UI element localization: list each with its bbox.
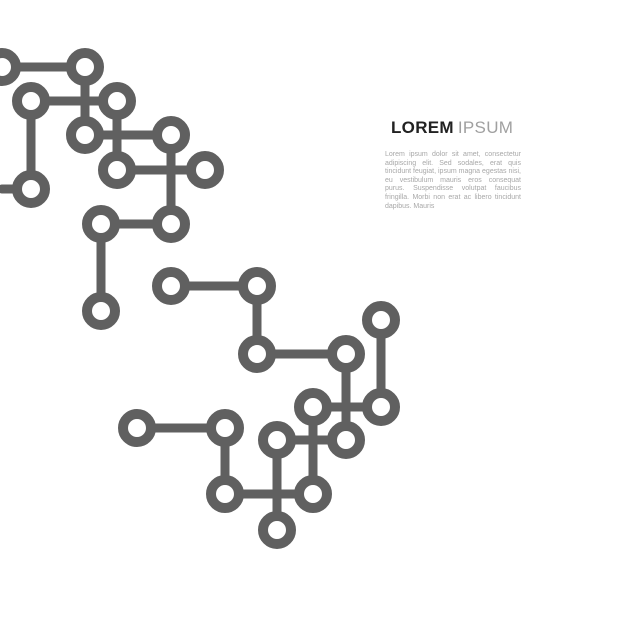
circuit-node xyxy=(362,388,400,426)
circuit-node xyxy=(0,48,21,86)
circuit-node xyxy=(362,301,400,339)
circuit-node xyxy=(98,82,136,120)
circuit-node xyxy=(152,267,190,305)
circuit-node xyxy=(12,170,50,208)
circuit-node xyxy=(294,475,332,513)
circuit-node xyxy=(82,292,120,330)
circuit-node xyxy=(118,409,156,447)
heading-word-light: IPSUM xyxy=(457,118,514,137)
circuit-node xyxy=(152,205,190,243)
circuit-node xyxy=(98,151,136,189)
circuit-node xyxy=(66,116,104,154)
circuit-node xyxy=(238,267,276,305)
circuit-node xyxy=(294,388,332,426)
circuit-nodes xyxy=(0,48,400,549)
circuit-node xyxy=(12,82,50,120)
circuit-node xyxy=(327,335,365,373)
circuit-lines xyxy=(0,62,386,535)
heading-word-bold: LOREM xyxy=(391,118,454,137)
circuit-node xyxy=(82,205,120,243)
circuit-node xyxy=(186,151,224,189)
circuit-node xyxy=(206,409,244,447)
body-paragraph: Lorem ipsum dolor sit amet, consectetur … xyxy=(385,151,521,210)
circuit-node xyxy=(152,116,190,154)
circuit-node xyxy=(238,335,276,373)
circuit-node xyxy=(327,421,365,459)
circuit-node xyxy=(258,511,296,549)
circuit-node xyxy=(206,475,244,513)
heading: LOREM IPSUM xyxy=(391,118,513,138)
circuit-node xyxy=(66,48,104,86)
circuit-node xyxy=(258,421,296,459)
